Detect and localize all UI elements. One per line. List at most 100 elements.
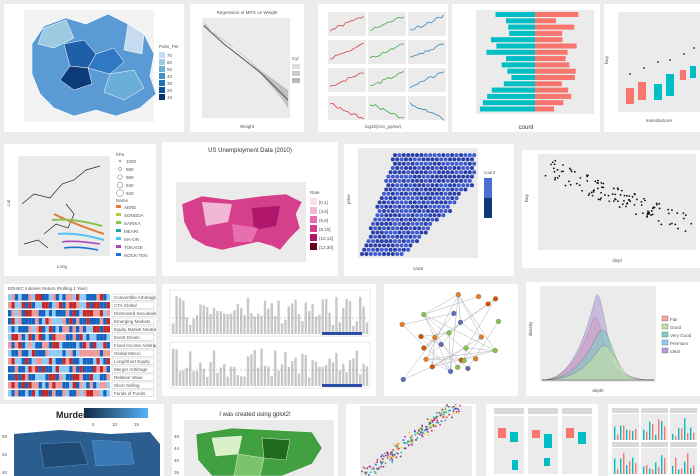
panel-bar: [359, 296, 362, 334]
heat-cell: [14, 294, 19, 301]
panel-bar: [233, 366, 236, 386]
thumbnail-edhec-indexes[interactable]: EDHEC Indexes Return (Rolling 1 Year) Co…: [4, 284, 156, 400]
heat-cell: [65, 390, 70, 397]
pyramid-bar-left: [479, 106, 535, 112]
scatter-point: [381, 454, 383, 456]
heat-cell: [89, 326, 93, 333]
hexbin-cell: [423, 204, 428, 209]
hexbin-cell: [410, 153, 415, 158]
thumbnail-murder-map[interactable]: Murder 5 10 15 50 45 40: [0, 404, 164, 476]
scatter-point: [442, 416, 444, 419]
thumbnail-colored-scatter[interactable]: [346, 404, 476, 476]
thumbnail-facet-boxplots[interactable]: [486, 404, 598, 476]
hexbin-cell: [430, 166, 435, 170]
facet-strip: [670, 442, 697, 447]
thumbnail-hexbin[interactable]: carat price count: [344, 144, 514, 276]
panel-bar: [240, 308, 243, 334]
hexbin-cell: [430, 209, 435, 213]
network-node: [423, 356, 429, 362]
network-edge: [420, 336, 442, 345]
panel-bar: [219, 311, 222, 334]
panel-bar: [294, 357, 297, 386]
thumbnail-bar-panels[interactable]: [162, 284, 376, 396]
legend-title-hpa: hPa: [116, 152, 125, 157]
hexbin-cell: [434, 200, 439, 205]
hexbin-cell: [390, 243, 395, 248]
thumbnail-green-map[interactable]: I was created using gplot2! 48 44 40 36: [172, 404, 338, 476]
network-node: [418, 333, 424, 340]
heat-cell: [42, 382, 46, 389]
facet-strip: [641, 442, 668, 447]
row-label-box: [111, 293, 155, 301]
thumbnail-density[interactable]: depth density Fair Good Very Good Premium Id…: [526, 282, 700, 396]
scatter-point: [369, 471, 372, 474]
heat-cell: [38, 374, 42, 381]
thumbnail-us-unemployment[interactable]: US Unemployment Data (2010) Rate [0,4] (4…: [162, 142, 338, 276]
panel-bar: [287, 366, 290, 386]
scatter-point: [618, 206, 621, 208]
scatter-point: [421, 429, 423, 432]
panel-bar: [189, 351, 192, 386]
heat-cell: [99, 318, 104, 325]
scatter-point: [658, 202, 661, 205]
hexbin-cell: [441, 170, 446, 175]
scatter-point: [655, 203, 658, 206]
hexbin-cell: [401, 178, 406, 183]
thumbnail-faceted-lines[interactable]: log10(iron_ppmw): [318, 4, 448, 132]
heat-cell: [96, 334, 100, 341]
panel-bar: [291, 361, 294, 386]
scatter-point: [426, 431, 429, 433]
thumbnail-boxplot[interactable]: hwy manufacturer: [604, 4, 700, 132]
hexbin-cell: [434, 217, 439, 222]
heat-cell: [38, 302, 42, 309]
heat-cell: [96, 294, 100, 301]
facet-panel: [670, 448, 697, 474]
hexbin-cell: [390, 234, 395, 239]
tick-5: 5: [92, 422, 95, 427]
thumbnail-scatter-hwy[interactable]: displ hwy: [522, 150, 700, 268]
scatter-point: [431, 420, 434, 423]
heat-cell: [96, 310, 100, 317]
facet-bar: [681, 428, 683, 440]
thumbnail-typhoon-tracks[interactable]: Long Lat hPa 1000 980 960 940 920 Name AERE S…: [4, 144, 156, 276]
hexbin-cell: [419, 230, 424, 235]
hexbin-cell: [393, 247, 397, 252]
heat-cell: [106, 350, 110, 357]
thumbnail-regression-mpg[interactable]: Regression of MPG on Weight Weight Cyl: [190, 4, 304, 132]
hexbin-cell: [373, 234, 378, 239]
hexbin-cell: [412, 200, 417, 205]
heat-cell: [99, 374, 104, 381]
thumbnail-facet-bars[interactable]: [608, 404, 700, 476]
heat-cell: [38, 310, 42, 317]
row-label-box: [111, 309, 155, 317]
scatter-point: [382, 465, 385, 468]
heat-cell: [55, 326, 59, 333]
heat-cell: [21, 302, 25, 309]
heat-cell: [55, 358, 59, 365]
facet-bars-figure: [612, 408, 697, 474]
hexbin-cell: [408, 183, 413, 188]
hexbin-cell: [366, 247, 371, 252]
chart-title: I was created using gplot2!: [219, 412, 291, 418]
heat-cell: [28, 390, 32, 397]
network-node: [400, 376, 406, 383]
thumbnail-population-pyramid[interactable]: count: [452, 4, 600, 132]
legend-title: Pubs_Per: [159, 44, 179, 49]
heat-cell: [21, 366, 25, 373]
heat-cell: [76, 294, 80, 301]
hexbin-cell: [408, 174, 413, 179]
panel-bar: [335, 352, 338, 386]
scatter-point: [440, 420, 443, 423]
row-label: Funds of Funds: [114, 391, 146, 396]
thumbnail-network-graph[interactable]: [384, 284, 518, 396]
panel-bar: [267, 308, 270, 334]
heat-cell: [69, 374, 73, 381]
hexbin-cell: [415, 153, 419, 158]
chart-title: EDHEC Indexes Return (Rolling 1 Year): [8, 286, 88, 291]
scatter-point: [560, 170, 563, 173]
heat-cell: [106, 326, 110, 333]
scatter-point: [690, 222, 693, 225]
hexbin-cell: [412, 166, 417, 170]
hexbin-cell: [450, 153, 455, 158]
thumbnail-london-choropleth[interactable]: Pubs_Per 70 60 50 40 30 20 10: [4, 4, 184, 132]
